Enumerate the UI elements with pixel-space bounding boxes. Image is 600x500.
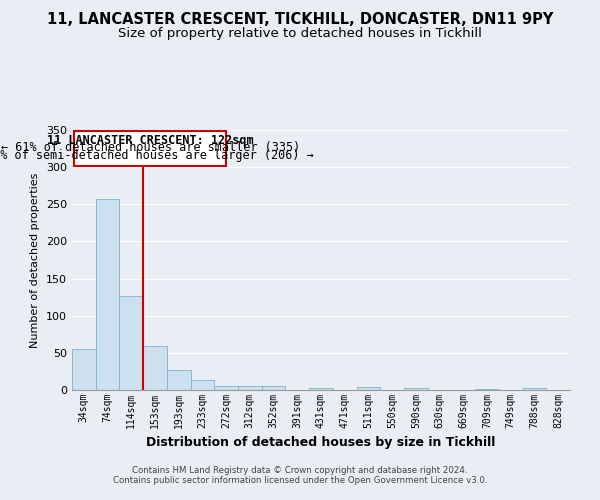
Bar: [214, 386, 238, 390]
Bar: [72, 349, 96, 390]
Bar: [523, 388, 546, 390]
Bar: [309, 388, 333, 390]
X-axis label: Distribution of detached houses by size in Tickhill: Distribution of detached houses by size …: [146, 436, 496, 450]
Bar: [262, 386, 286, 390]
FancyBboxPatch shape: [74, 132, 226, 166]
Text: Contains HM Land Registry data © Crown copyright and database right 2024.
Contai: Contains HM Land Registry data © Crown c…: [113, 466, 487, 485]
Text: 38% of semi-detached houses are larger (206) →: 38% of semi-detached houses are larger (…: [0, 148, 314, 162]
Bar: [119, 296, 143, 390]
Bar: [404, 388, 428, 390]
Bar: [238, 386, 262, 390]
Text: Size of property relative to detached houses in Tickhill: Size of property relative to detached ho…: [118, 28, 482, 40]
Bar: [356, 387, 380, 390]
Y-axis label: Number of detached properties: Number of detached properties: [31, 172, 40, 348]
Text: 11 LANCASTER CRESCENT: 122sqm: 11 LANCASTER CRESCENT: 122sqm: [47, 134, 254, 147]
Bar: [191, 380, 214, 390]
Text: 11, LANCASTER CRESCENT, TICKHILL, DONCASTER, DN11 9PY: 11, LANCASTER CRESCENT, TICKHILL, DONCAS…: [47, 12, 553, 28]
Bar: [143, 346, 167, 390]
Bar: [167, 370, 191, 390]
Text: ← 61% of detached houses are smaller (335): ← 61% of detached houses are smaller (33…: [1, 141, 300, 154]
Bar: [475, 388, 499, 390]
Bar: [96, 199, 119, 390]
